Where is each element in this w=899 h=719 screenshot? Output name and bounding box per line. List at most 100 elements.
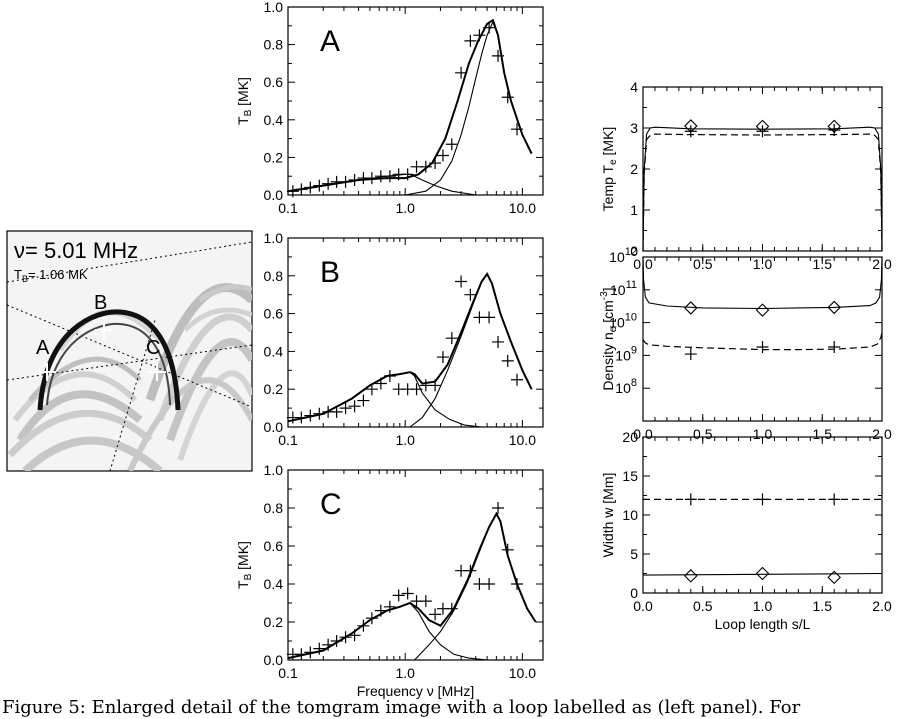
chart-width: 0.0 0.5 1.0 1.5 2.0 0 5 10 15 20 Width w [Mm] Loop … — [600, 429, 892, 632]
panel-letter: B — [320, 256, 340, 289]
data-point-diamond — [755, 303, 770, 317]
data-point-plus — [464, 288, 477, 301]
y-tick-label: 0.6 — [264, 74, 284, 90]
x-tick-label: 0.5 — [693, 426, 713, 442]
panel-letter: C — [320, 488, 342, 521]
data-point-plus — [445, 602, 458, 615]
x-tick-label: 1.0 — [753, 598, 773, 614]
data-point-diamond — [827, 570, 841, 585]
y-tick-label: 0.0 — [264, 419, 284, 435]
data-point-plus — [511, 373, 524, 386]
data-point-plus — [473, 29, 486, 42]
x-tick-label: 10.0 — [509, 432, 536, 448]
data-point-plus — [374, 377, 387, 390]
series-line-dashed — [642, 133, 883, 252]
data-point-plus — [357, 619, 370, 632]
y-tick-label: 0.2 — [264, 149, 284, 165]
data-point-plus — [365, 172, 378, 185]
data-point-plus — [295, 183, 308, 196]
y-tick-label: 10 — [622, 507, 638, 523]
data-point-plus — [295, 411, 308, 424]
data-point-plus — [383, 170, 396, 183]
y-tick-label: 1010 — [609, 312, 637, 331]
series-line-solid — [642, 256, 883, 310]
data-point-plus — [286, 185, 299, 198]
x-tick-label: 0.1 — [278, 200, 298, 216]
data-point-plus — [483, 21, 496, 34]
x-tick-label: 1.0 — [395, 200, 415, 216]
y-tick-label: 0.0 — [264, 652, 284, 668]
series-line-thin — [405, 20, 533, 196]
frequency-label: ν= 5.01 MHz — [14, 238, 138, 263]
plot-frame — [642, 436, 883, 594]
data-point-plus — [436, 351, 449, 364]
data-point-plus — [684, 125, 697, 138]
data-point-diamond — [827, 300, 841, 315]
loop-markers — [38, 321, 166, 381]
y-tick-label: 5 — [630, 546, 638, 562]
series-line-thin — [287, 602, 488, 661]
data-point-plus — [436, 149, 449, 162]
y-tick-label: 0.4 — [264, 112, 284, 128]
y-tick-label: 15 — [622, 468, 638, 484]
data-point-plus — [365, 612, 378, 625]
data-point-plus — [828, 493, 841, 506]
series-line-thin — [287, 173, 476, 196]
figure-caption: Figure 5: Enlarged detail of the tomgram… — [2, 697, 801, 718]
data-point-plus — [429, 157, 442, 170]
y-tick-label: 0.8 — [264, 500, 284, 516]
data-point-plus — [383, 600, 396, 613]
panel-letter: A — [320, 25, 340, 58]
y-tick-label: 0.2 — [264, 614, 284, 630]
x-tick-label: 0.0 — [633, 598, 653, 614]
y-tick-label: 1012 — [609, 246, 637, 265]
data-point-plus — [684, 348, 697, 361]
data-point-diamond — [684, 569, 698, 583]
series-line-solid — [642, 126, 883, 252]
y-axis-label: Temp Te [MK] — [600, 127, 619, 212]
data-point-plus — [756, 125, 769, 138]
x-tick-label: 0.0 — [633, 426, 653, 442]
data-point-plus — [464, 564, 477, 577]
y-tick-label: 2 — [630, 161, 638, 177]
point-label-c: C — [146, 337, 160, 359]
y-tick-label: 1011 — [610, 279, 637, 298]
y-axis-label: TB [MK] — [235, 77, 254, 125]
data-point-plus — [304, 409, 317, 422]
x-tick-label: 10.0 — [509, 200, 536, 216]
image-texture — [7, 241, 252, 471]
y-tick-label: 0.0 — [264, 187, 284, 203]
data-point-plus — [828, 341, 841, 354]
data-point-plus — [483, 311, 496, 324]
data-point-plus — [501, 543, 514, 556]
y-tick-label: 0.4 — [264, 576, 284, 592]
data-point-plus — [501, 91, 514, 104]
data-point-plus — [322, 638, 335, 651]
data-point-plus — [313, 407, 326, 420]
data-point-plus — [410, 383, 423, 396]
brightness-label: TB= 1.06 MK — [14, 267, 88, 284]
y-tick-label: 108 — [615, 377, 637, 396]
series-line-solid — [642, 572, 883, 576]
data-point-plus — [492, 335, 505, 348]
data-point-plus — [511, 578, 524, 590]
series-line-thick — [287, 511, 537, 660]
y-tick-label: 3 — [630, 120, 638, 136]
data-point-plus — [313, 642, 326, 655]
data-point-plus — [339, 175, 352, 188]
plot-frame — [642, 256, 883, 422]
y-tick-label: 0.8 — [264, 268, 284, 284]
data-point-plus — [445, 332, 458, 345]
plot-frame — [642, 86, 883, 252]
data-point-plus — [419, 595, 432, 608]
data-point-plus — [313, 179, 326, 192]
data-point-plus — [330, 635, 343, 647]
data-point-plus — [756, 341, 769, 354]
data-point-plus — [348, 173, 361, 186]
data-point-plus — [445, 138, 458, 151]
y-tick-label: 1.0 — [264, 462, 284, 478]
data-point-diamond — [684, 301, 698, 315]
data-point-plus — [330, 405, 343, 418]
data-point-plus — [401, 168, 414, 181]
